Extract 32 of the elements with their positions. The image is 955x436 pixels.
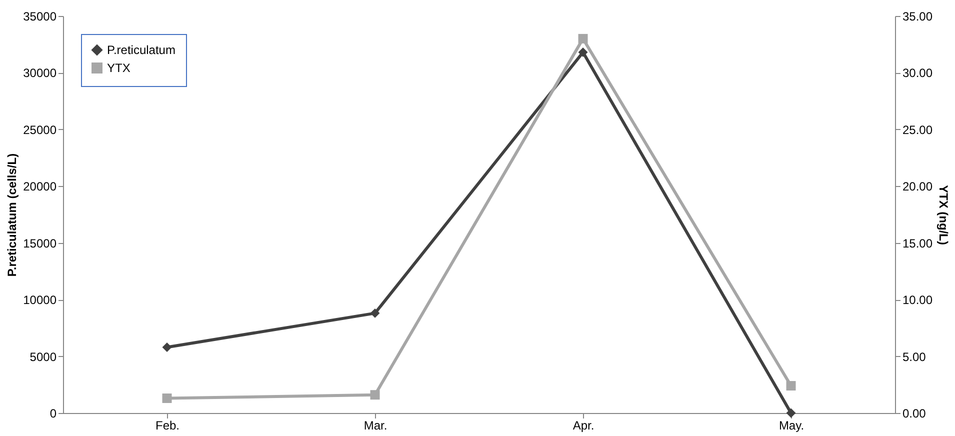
y2-tick-label: 30.00 [902,66,933,80]
point [578,34,588,44]
y2-tick-label: 0.00 [902,406,926,420]
y2-tick-label: 25.00 [902,122,933,137]
x-tick-label: Apr. [572,418,594,432]
y-tick-label: 0 [50,406,57,420]
point [162,342,172,352]
y-tick-label: 30000 [23,66,57,80]
y2-tick-label: 10.00 [902,293,933,308]
point [370,308,380,318]
x-tick-label: Feb. [155,418,180,432]
y-tick-label: 25000 [23,122,57,137]
y-tick-label: 5000 [30,350,57,364]
y-tick-label: 20000 [23,180,57,194]
y2-tick-label: 5.00 [902,350,926,364]
y2-axis-title: YTX (ng/L) [936,185,951,245]
legend-label: YTX [107,61,130,75]
point [786,408,796,418]
point [578,48,588,58]
y-axis-title: P.reticulatum (cells/L) [5,153,20,277]
y-tick-label: 10000 [23,293,57,308]
point [786,381,796,391]
x-tick-label: May. [778,418,804,432]
y-tick-label: 15000 [23,236,57,250]
y2-tick-label: 35.00 [902,10,933,24]
x-tick-label: Mar. [364,418,388,432]
y2-tick-label: 15.00 [902,236,933,250]
y2-tick-label: 20.00 [902,180,933,194]
point [162,394,172,403]
legend-label: P.reticulatum [107,43,176,57]
point [370,390,380,400]
y-tick-label: 35000 [23,10,57,24]
